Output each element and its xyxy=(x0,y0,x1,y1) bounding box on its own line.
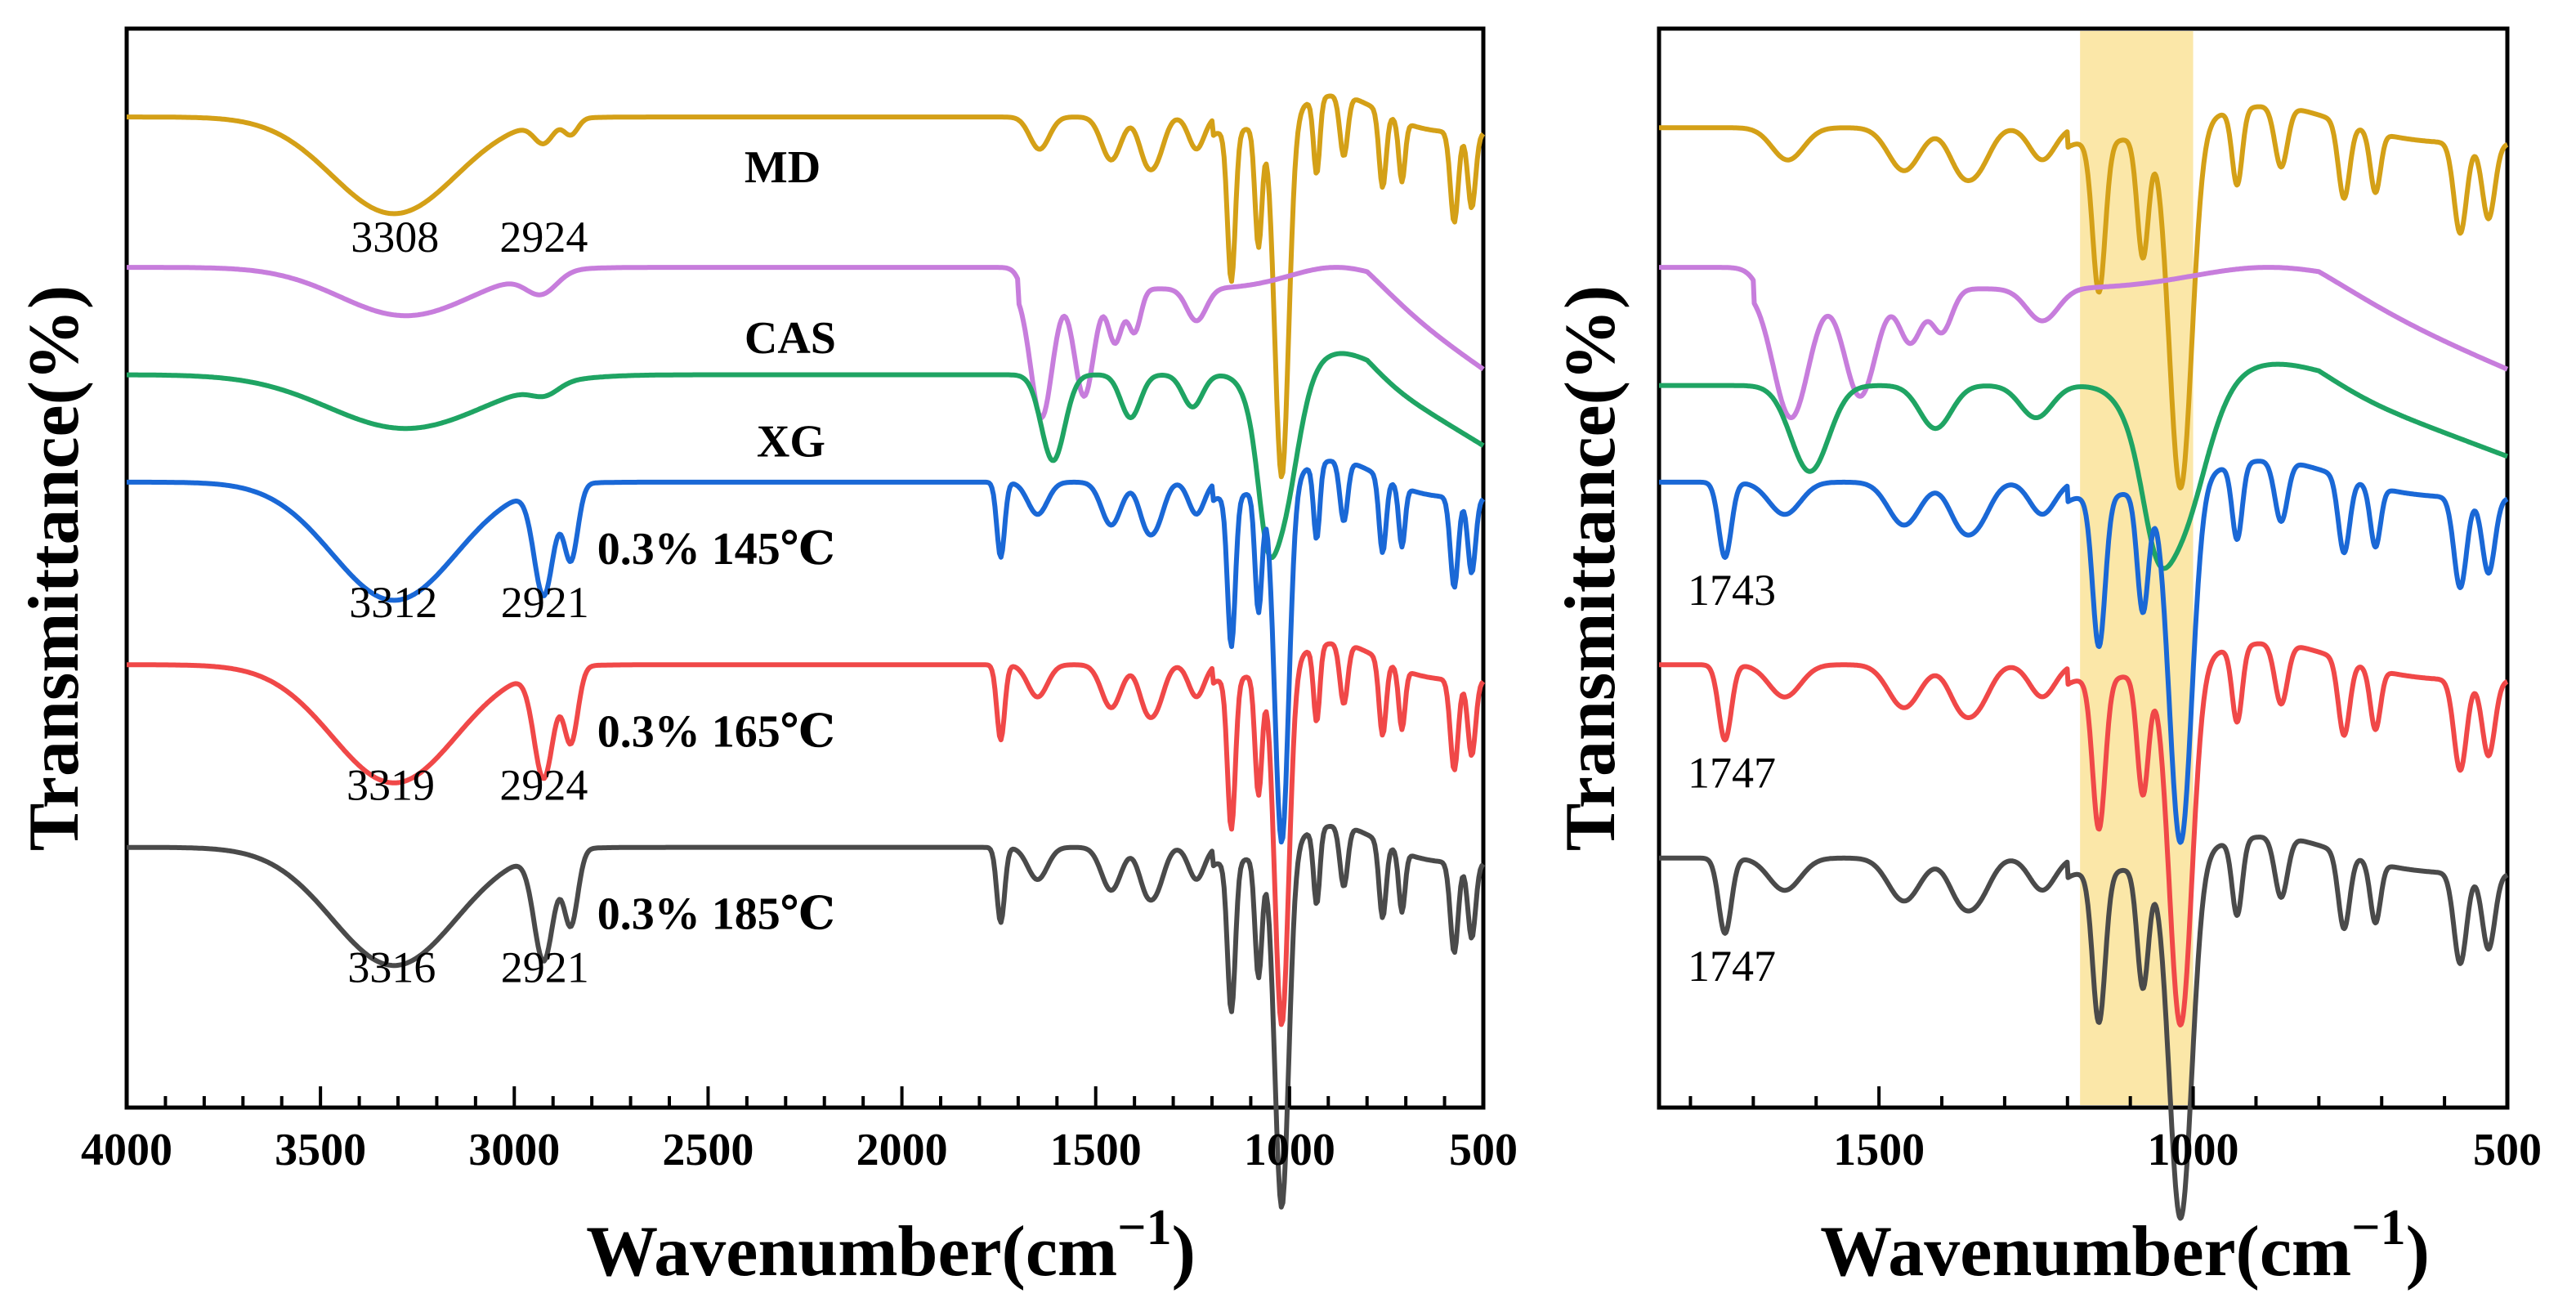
left-plot-area xyxy=(124,26,1486,1110)
x-tick-label: 3500 xyxy=(275,1125,366,1175)
peak-label: 1747 xyxy=(1688,942,1776,991)
series-line-0-3-145- xyxy=(1657,459,2509,845)
x-tick-label: 500 xyxy=(1449,1125,1518,1175)
series-line-cas xyxy=(125,265,1485,420)
series-label: XG xyxy=(757,416,825,467)
left-xlabel-main: Wavenumber(cm xyxy=(586,1212,1117,1291)
x-tick-label: 2500 xyxy=(662,1125,754,1175)
peak-label: 2921 xyxy=(501,578,589,627)
right-xlabel: Wavenumber(cm−1) xyxy=(1820,1200,2430,1291)
peak-label: 2924 xyxy=(499,213,588,262)
peak-label: 3312 xyxy=(349,578,437,627)
left-xlabel-exponent: −1 xyxy=(1117,1200,1171,1256)
right-xlabel-main: Wavenumber(cm xyxy=(1820,1212,2351,1291)
left-ylabel: Transmittance(%) xyxy=(15,285,94,851)
right-plot-area xyxy=(1657,26,2510,1110)
right-xlabel-exponent: −1 xyxy=(2351,1200,2405,1256)
series-line-cas xyxy=(1657,265,2509,420)
x-tick-label: 2000 xyxy=(856,1125,948,1175)
series-line-xg xyxy=(125,351,1485,561)
peak-label: 3316 xyxy=(347,943,436,992)
x-tick-label: 1500 xyxy=(1050,1125,1142,1175)
peak-label: 2924 xyxy=(499,760,588,809)
peak-label: 2921 xyxy=(501,943,589,992)
series-line-xg xyxy=(1657,361,2509,571)
x-tick-label: 1500 xyxy=(1833,1125,1925,1175)
peak-label: 3319 xyxy=(347,760,435,809)
right-ylabel: Transmittance(%) xyxy=(1551,285,1630,851)
x-tick-label: 500 xyxy=(2473,1125,2542,1175)
series-label: CAS xyxy=(745,313,836,364)
series-line-0-3-185- xyxy=(125,824,1486,1210)
left-xlabel-close: ) xyxy=(1172,1212,1196,1291)
series-line-0-3-185- xyxy=(1657,835,2509,1221)
series-label: MD xyxy=(745,142,821,193)
series-line-0-3-165- xyxy=(1657,641,2509,1027)
series-line-0-3-145- xyxy=(125,459,1486,845)
peak-label: 1747 xyxy=(1688,748,1776,797)
x-tick-label: 3000 xyxy=(468,1125,560,1175)
x-tick-label: 4000 xyxy=(81,1125,172,1175)
series-line-md xyxy=(125,93,1486,480)
peak-label: 3308 xyxy=(351,213,439,262)
peak-label: 1743 xyxy=(1688,566,1776,615)
series-label: 0.3% 185℃ xyxy=(597,889,835,940)
series-label: 0.3% 165℃ xyxy=(597,706,835,757)
left-xlabel: Wavenumber(cm−1) xyxy=(586,1200,1196,1291)
right-xlabel-close: ) xyxy=(2406,1212,2430,1291)
x-tick-label: 1000 xyxy=(2148,1125,2239,1175)
series-line-md xyxy=(1657,104,2509,490)
series-label: 0.3% 145℃ xyxy=(597,524,835,575)
series-line-0-3-165- xyxy=(125,641,1486,1027)
x-tick-label: 1000 xyxy=(1244,1125,1335,1175)
